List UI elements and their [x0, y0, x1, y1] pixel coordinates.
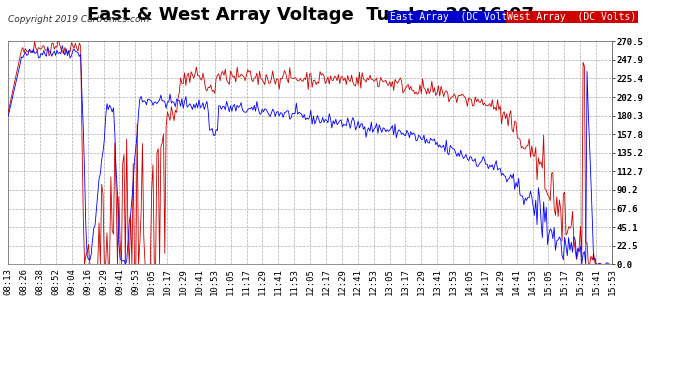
Text: 15:05: 15:05	[544, 268, 553, 295]
Text: Copyright 2019 Cartronics.com: Copyright 2019 Cartronics.com	[8, 15, 150, 24]
Text: 12:41: 12:41	[353, 268, 362, 295]
Text: 14:41: 14:41	[512, 268, 521, 295]
Text: 09:16: 09:16	[83, 268, 92, 295]
Text: 09:04: 09:04	[68, 268, 77, 295]
Text: 08:13: 08:13	[3, 268, 13, 295]
Text: 14:17: 14:17	[480, 268, 489, 295]
Text: 12:05: 12:05	[306, 268, 315, 295]
Text: 08:38: 08:38	[36, 268, 45, 295]
Text: 13:17: 13:17	[401, 268, 410, 295]
Text: 13:41: 13:41	[433, 268, 442, 295]
Text: 08:26: 08:26	[20, 268, 29, 295]
Text: 08:52: 08:52	[52, 268, 61, 295]
Text: 14:53: 14:53	[528, 268, 537, 295]
Text: East & West Array Voltage  Tue Jan 29 16:07: East & West Array Voltage Tue Jan 29 16:…	[87, 6, 534, 24]
Text: 09:53: 09:53	[131, 268, 140, 295]
Text: 11:29: 11:29	[258, 268, 267, 295]
Text: 15:17: 15:17	[560, 268, 569, 295]
Text: East Array  (DC Volts): East Array (DC Volts)	[390, 12, 519, 22]
Text: 14:29: 14:29	[496, 268, 505, 295]
Text: 10:05: 10:05	[147, 268, 156, 295]
Text: 15:41: 15:41	[591, 268, 600, 295]
Text: 12:29: 12:29	[337, 268, 346, 295]
Text: 10:17: 10:17	[163, 268, 172, 295]
Text: 12:17: 12:17	[322, 268, 331, 295]
Text: 11:17: 11:17	[242, 268, 251, 295]
Text: 11:41: 11:41	[274, 268, 283, 295]
Text: 13:53: 13:53	[448, 268, 457, 295]
Text: 11:53: 11:53	[290, 268, 299, 295]
Text: 10:41: 10:41	[195, 268, 204, 295]
Text: 13:05: 13:05	[385, 268, 394, 295]
Text: 09:41: 09:41	[115, 268, 124, 295]
Text: 10:29: 10:29	[179, 268, 188, 295]
Text: 11:05: 11:05	[226, 268, 235, 295]
Text: 12:53: 12:53	[369, 268, 378, 295]
Text: 14:05: 14:05	[464, 268, 473, 295]
Text: 10:53: 10:53	[210, 268, 219, 295]
Text: West Array  (DC Volts): West Array (DC Volts)	[507, 12, 636, 22]
Text: 13:29: 13:29	[417, 268, 426, 295]
Text: 15:29: 15:29	[575, 268, 584, 295]
Text: 15:53: 15:53	[607, 268, 617, 295]
Text: 09:29: 09:29	[99, 268, 108, 295]
